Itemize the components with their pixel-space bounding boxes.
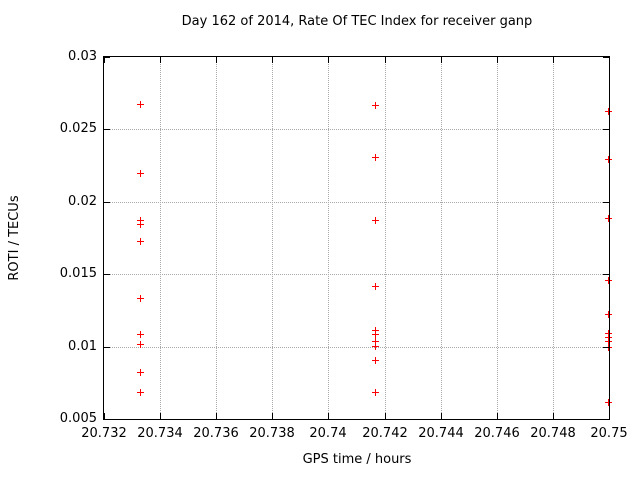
- data-point: [372, 338, 380, 346]
- x-tick-mark: [328, 413, 329, 419]
- x-gridline: [385, 57, 386, 419]
- x-gridline: [216, 57, 217, 419]
- y-axis-label: ROTI / TECUs: [7, 195, 22, 281]
- y-tick-mark: [603, 347, 609, 348]
- data-point: [605, 338, 612, 346]
- x-tick-mark: [497, 413, 498, 419]
- data-point: [372, 102, 380, 110]
- y-tick-mark: [603, 57, 609, 58]
- y-tick-label: 0.005: [59, 411, 97, 426]
- x-tick-mark: [385, 57, 386, 63]
- x-gridline: [272, 57, 273, 419]
- y-tick-mark: [603, 419, 609, 420]
- y-tick-label: 0.03: [68, 49, 97, 64]
- x-tick-mark: [497, 57, 498, 63]
- y-tick-mark: [104, 419, 110, 420]
- x-tick-label: 20.744: [418, 426, 464, 441]
- data-point: [372, 342, 380, 350]
- x-tick-mark: [441, 413, 442, 419]
- x-gridline: [328, 57, 329, 419]
- data-point: [605, 108, 612, 115]
- data-point: [372, 357, 380, 365]
- y-tick-mark: [104, 274, 110, 275]
- plot-border: [103, 56, 610, 420]
- x-tick-mark: [385, 413, 386, 419]
- x-tick-mark: [216, 413, 217, 419]
- data-point: [372, 326, 380, 334]
- data-point: [605, 277, 612, 285]
- data-point: [372, 388, 380, 396]
- x-gridline: [497, 57, 498, 419]
- x-tick-mark: [553, 57, 554, 63]
- x-tick-label: 20.734: [137, 426, 183, 441]
- x-gridline: [553, 57, 554, 419]
- data-point: [605, 215, 612, 223]
- y-gridline: [104, 347, 609, 348]
- data-point: [605, 329, 612, 337]
- x-tick-label: 20.748: [530, 426, 576, 441]
- x-tick-mark: [441, 57, 442, 63]
- data-point: [605, 333, 612, 341]
- x-tick-mark: [328, 57, 329, 63]
- data-point: [605, 310, 612, 318]
- y-tick-mark: [603, 274, 609, 275]
- y-tick-mark: [603, 129, 609, 130]
- data-point: [372, 216, 380, 224]
- x-gridline: [441, 57, 442, 419]
- x-tick-label: 20.736: [193, 426, 239, 441]
- data-point: [136, 221, 144, 228]
- y-tick-mark: [104, 129, 110, 130]
- data-point: [372, 331, 380, 338]
- data-point: [136, 341, 144, 349]
- y-tick-label: 0.015: [59, 266, 97, 281]
- x-tick-mark: [216, 57, 217, 63]
- y-gridline: [104, 274, 609, 275]
- data-point: [605, 155, 612, 163]
- y-tick-mark: [104, 202, 110, 203]
- x-tick-mark: [609, 413, 610, 419]
- x-tick-label: 20.738: [249, 426, 295, 441]
- x-tick-mark: [160, 413, 161, 419]
- x-gridline: [160, 57, 161, 419]
- x-tick-mark: [609, 57, 610, 63]
- x-tick-mark: [272, 57, 273, 63]
- x-tick-mark: [104, 57, 105, 63]
- y-tick-mark: [104, 57, 110, 58]
- data-point: [136, 331, 144, 338]
- x-axis-label: GPS time / hours: [302, 452, 412, 467]
- x-tick-label: 20.746: [474, 426, 520, 441]
- y-tick-mark: [603, 202, 609, 203]
- x-tick-label: 20.732: [81, 426, 127, 441]
- x-tick-label: 20.742: [362, 426, 408, 441]
- y-gridline: [104, 129, 609, 130]
- data-point: [605, 399, 612, 407]
- x-tick-label: 20.74: [309, 426, 347, 441]
- x-tick-label: 20.75: [590, 426, 628, 441]
- x-tick-mark: [272, 413, 273, 419]
- chart-title: Day 162 of 2014, Rate Of TEC Index for r…: [181, 14, 533, 29]
- x-tick-mark: [104, 413, 105, 419]
- data-point: [136, 388, 144, 396]
- y-tick-label: 0.02: [68, 194, 97, 209]
- x-tick-mark: [553, 413, 554, 419]
- y-tick-label: 0.025: [59, 121, 97, 136]
- y-gridline: [104, 202, 609, 203]
- data-point: [136, 100, 144, 108]
- data-point: [136, 368, 144, 376]
- data-point: [372, 283, 380, 291]
- data-point: [372, 154, 380, 162]
- y-tick-label: 0.01: [68, 339, 97, 354]
- y-tick-mark: [104, 347, 110, 348]
- plot-area: 20.732 20.734 20.736 20.738 20.74 20.742 20.74…: [60, 49, 628, 441]
- data-point: [136, 216, 144, 224]
- data-point: [136, 238, 144, 246]
- data-point: [136, 294, 144, 302]
- data-point: [136, 170, 144, 178]
- x-tick-mark: [160, 57, 161, 63]
